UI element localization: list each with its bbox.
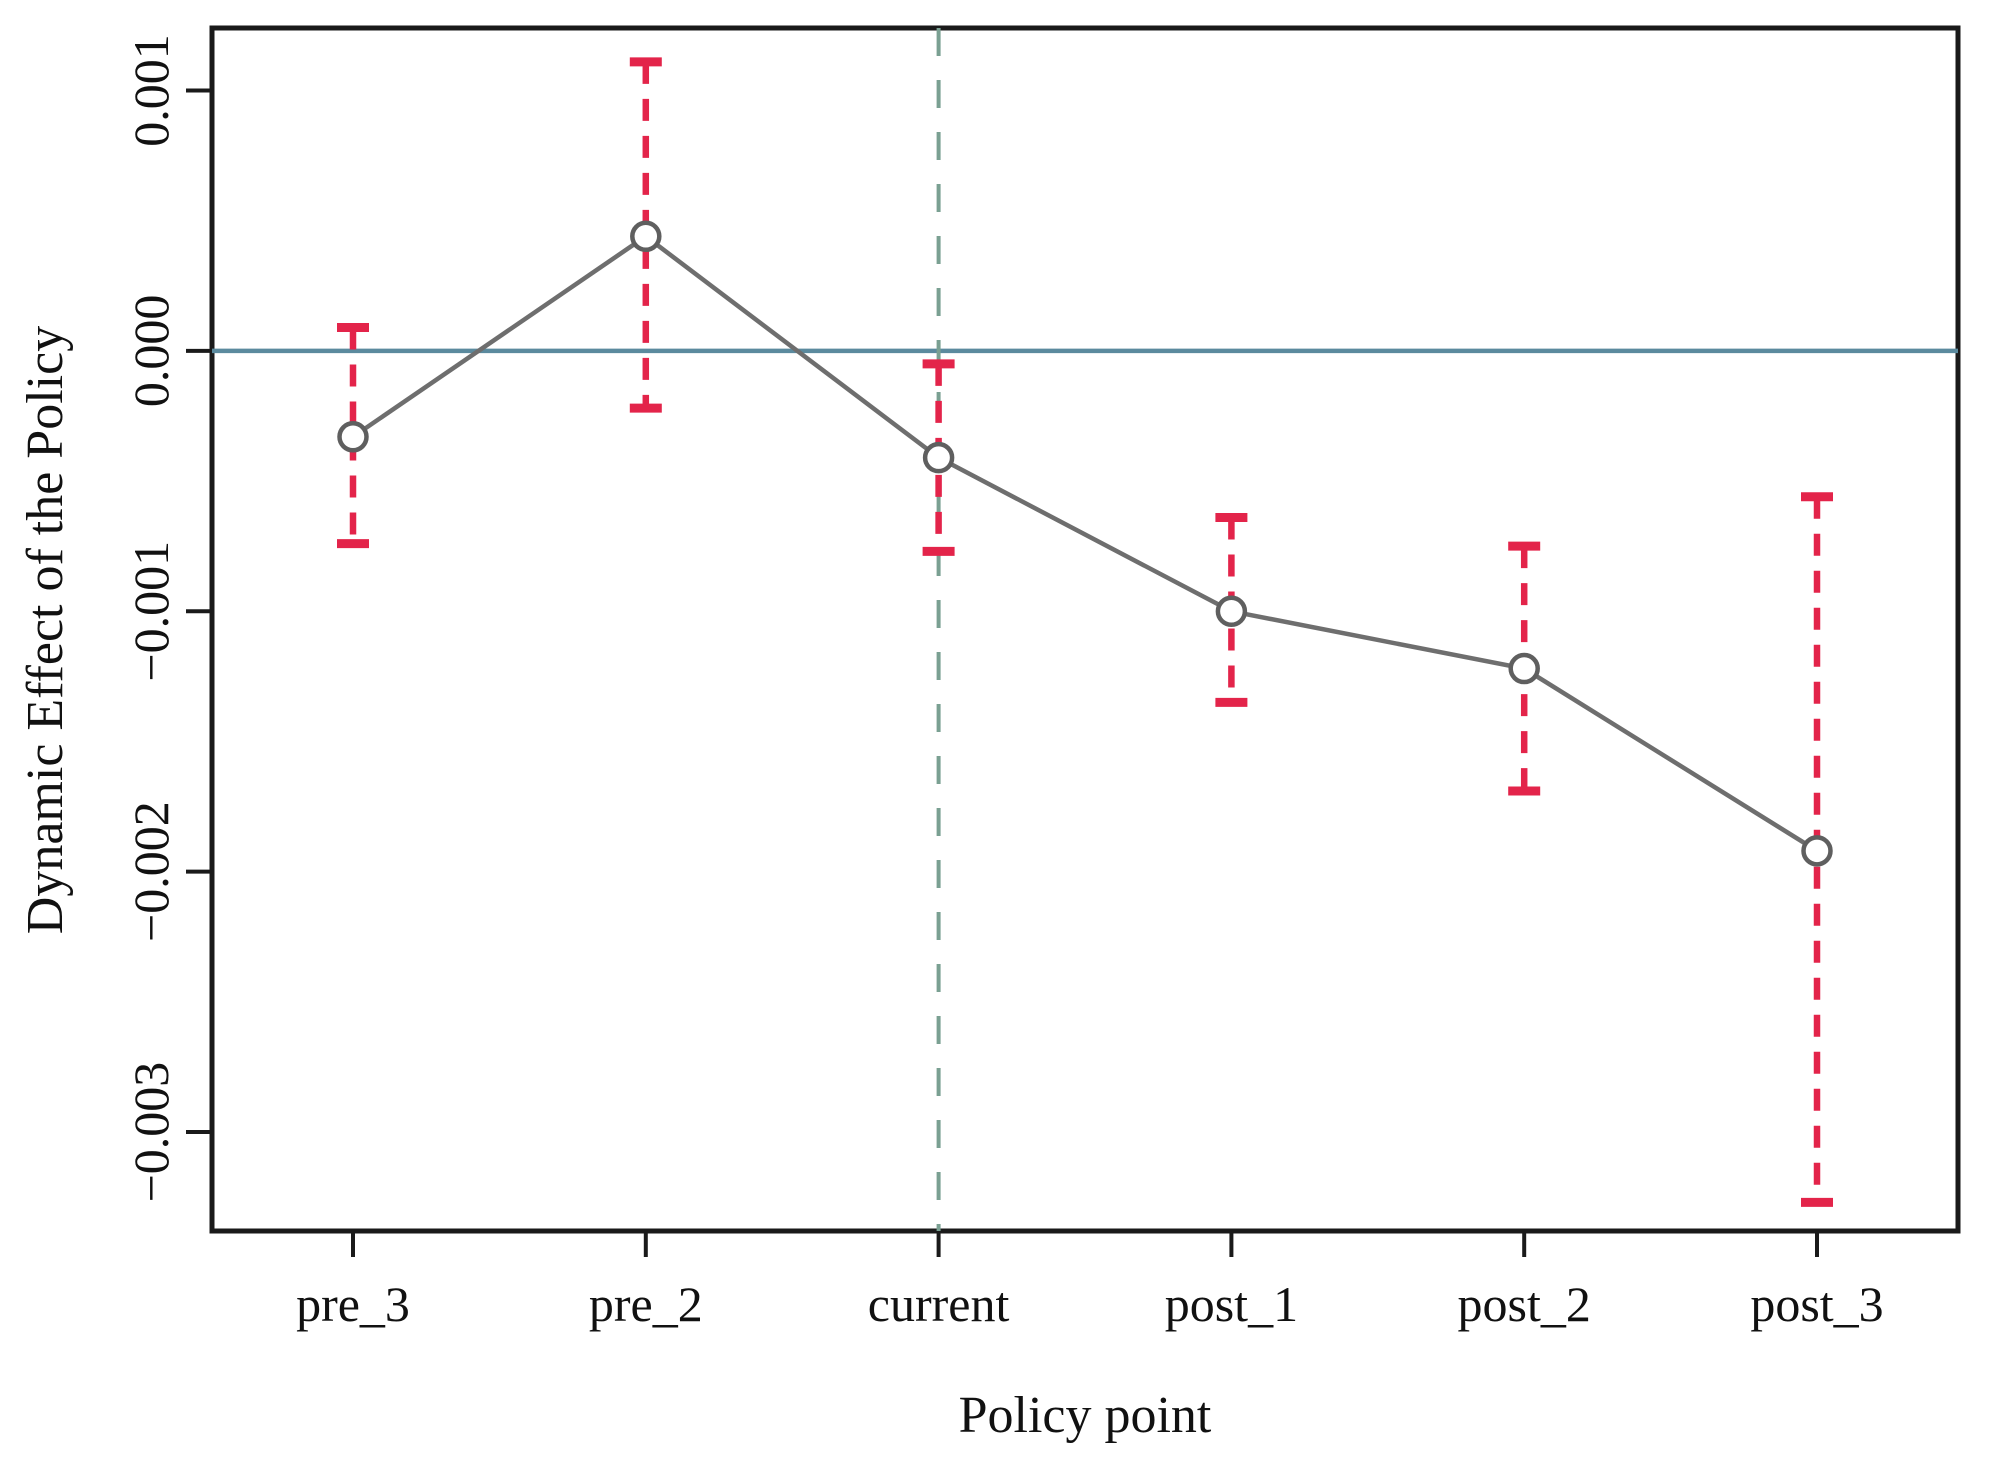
data-point-marker [630, 220, 662, 253]
x-tick-label: post_2 [1458, 1276, 1591, 1332]
chart-marks-layer: 0.001 0.000 −0.001 −0.002 −0.003 pre_3 pre_2 cu… [123, 25, 1961, 1332]
data-point-marker [1508, 652, 1540, 685]
y-tick-label: −0.001 [123, 541, 179, 682]
x-tick-label: pre_3 [296, 1276, 410, 1332]
x-tick-label: current [868, 1276, 1010, 1332]
x-axis-title: Policy point [959, 1387, 1212, 1444]
data-point-marker [1215, 595, 1248, 628]
data-point-marker [922, 441, 955, 474]
data-point-marker [1801, 835, 1833, 867]
x-tick-label: post_1 [1165, 1276, 1298, 1332]
y-tick-label: −0.002 [123, 801, 179, 942]
y-tick-label: 0.001 [123, 34, 179, 146]
x-tick-label: pre_2 [589, 1276, 703, 1332]
y-tick-label: −0.003 [123, 1062, 179, 1203]
data-point-marker [337, 421, 369, 453]
plot-box [209, 25, 1961, 1234]
y-axis-title: Dynamic Effect of the Policy [17, 326, 74, 934]
x-tick-label: post_3 [1750, 1276, 1883, 1332]
trend-line [351, 233, 1819, 853]
y-tick-label: 0.000 [123, 295, 179, 408]
